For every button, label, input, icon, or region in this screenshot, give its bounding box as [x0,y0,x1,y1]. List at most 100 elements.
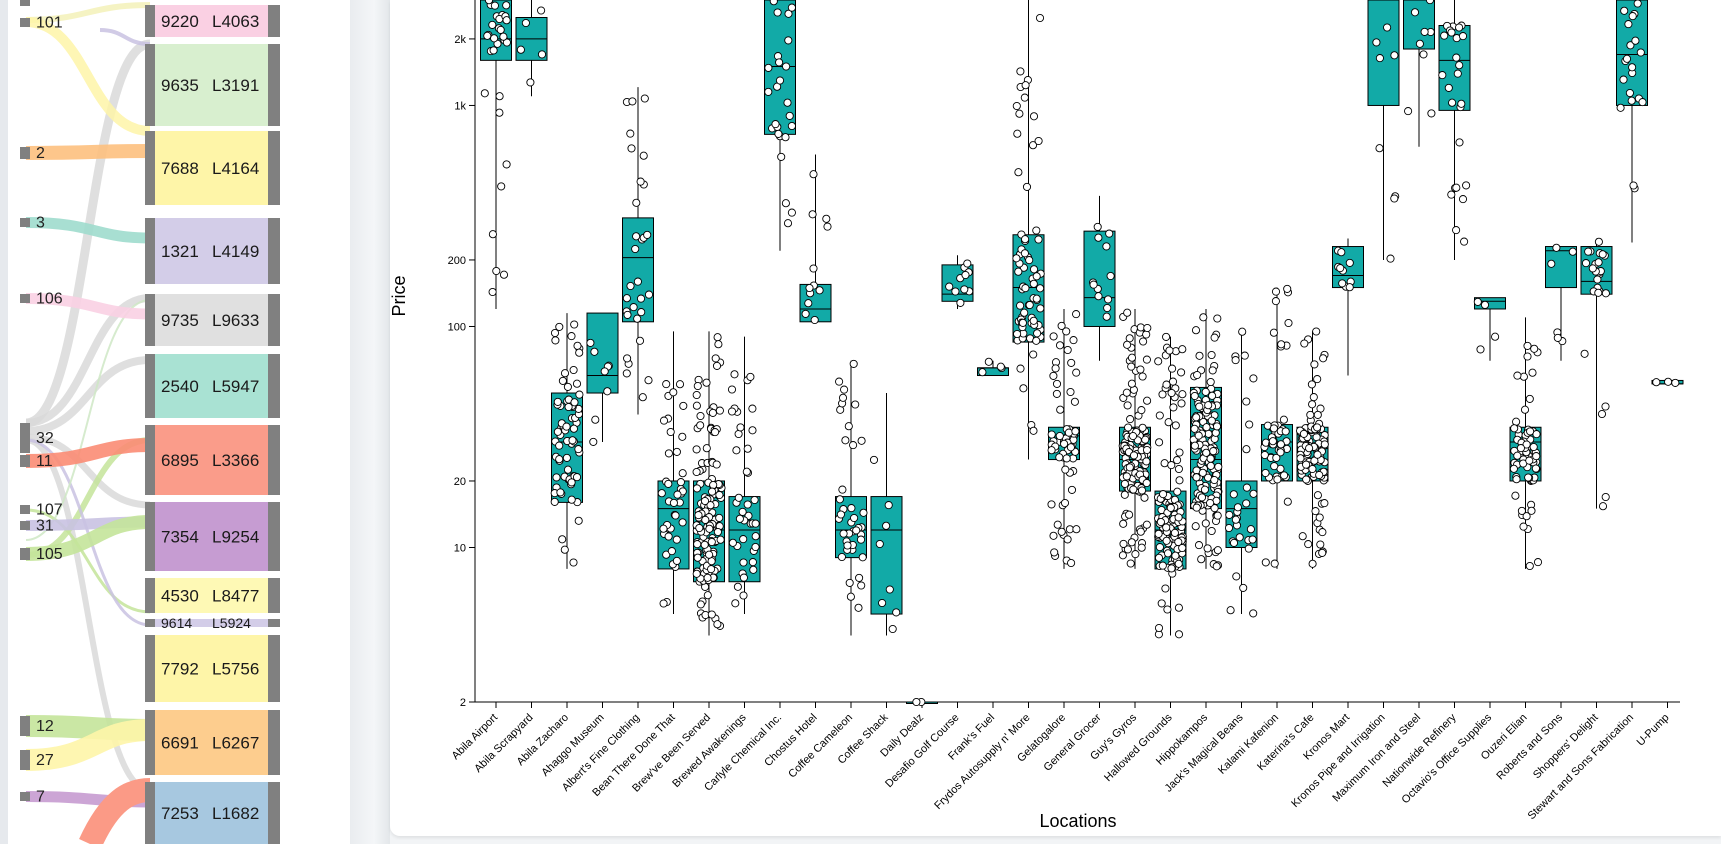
x-tick-label: Hallowed Grounds [1102,711,1175,784]
data-point [1547,259,1556,268]
data-point [1509,464,1518,473]
data-point [570,398,579,407]
sankey-target-value: 2540 [161,377,199,396]
data-point [978,368,987,377]
data-point [1533,558,1543,567]
data-point [562,422,571,431]
sankey-target-left-bar [145,578,155,613]
data-point [1168,364,1177,373]
data-point [664,479,673,488]
data-point [1298,532,1307,541]
data-point [1137,543,1146,552]
data-point [749,565,758,574]
data-point [849,441,858,450]
data-point [1167,461,1176,470]
data-point [1460,237,1469,246]
data-point [692,445,701,454]
data-point [1526,427,1535,436]
data-point [1455,138,1464,147]
data-point [1240,351,1249,360]
data-point [711,354,720,363]
data-point [1060,498,1070,508]
data-point [659,599,668,608]
data-point [1013,129,1022,138]
data-point [1122,472,1131,481]
data-point [1020,308,1029,317]
sankey-target-left-bar [145,131,155,205]
data-point [1140,493,1149,502]
data-point [1206,377,1215,387]
data-point [1105,229,1114,238]
data-point [1580,349,1589,358]
data-point [1127,379,1136,388]
data-point [869,455,879,464]
data-point [1142,330,1151,339]
data-point [1162,332,1171,341]
data-point [1522,440,1531,449]
data-point [787,208,796,217]
left-scrollbar[interactable] [0,0,8,844]
data-point [1052,389,1061,398]
data-point [643,230,652,239]
data-point [1270,559,1279,568]
data-point [553,397,562,406]
data-point [1120,490,1129,499]
data-point [521,18,530,28]
data-point [1375,54,1384,63]
data-point [711,428,720,437]
data-point [586,338,595,347]
data-point [751,532,760,541]
data-point [769,0,778,6]
data-point [961,270,970,280]
data-point [1175,448,1184,457]
data-point [1203,544,1212,553]
data-point [1427,109,1436,118]
sankey-target-right-bar [268,354,280,418]
data-point [1029,112,1039,121]
data-point [963,259,972,268]
data-point [1177,368,1186,377]
data-point [1104,295,1113,304]
data-point [1118,551,1127,560]
data-point [1306,410,1315,419]
data-point [1312,433,1321,442]
data-point [1315,470,1324,480]
data-point [1036,284,1045,293]
data-point [708,487,717,496]
sankey-link [25,356,151,435]
data-point [1195,402,1204,411]
data-point [558,535,567,544]
data-point [1021,235,1030,244]
data-point [603,387,612,396]
data-point [693,553,702,562]
panel-divider[interactable] [350,0,390,844]
sankey-link [25,438,151,627]
data-point [1452,226,1461,235]
data-point [835,495,844,504]
data-point [1014,267,1023,276]
sankey-link [25,293,151,320]
data-point [562,453,571,462]
data-point [1226,606,1235,615]
data-point [1283,497,1292,506]
data-point [705,550,714,559]
data-point [1062,327,1071,336]
data-point [715,406,724,415]
data-point [1390,194,1399,203]
sankey-target-code: L5756 [212,660,259,679]
data-point [633,277,642,286]
sankey-source-node [20,792,30,801]
data-point [1628,12,1637,21]
sankey-target-node [155,131,268,205]
data-point [777,152,786,161]
data-point [633,314,642,323]
data-point [1034,136,1043,146]
data-point [1163,549,1173,558]
data-point [696,411,705,421]
sankey-target-left-bar [145,218,155,284]
sankey-source-node [20,294,30,303]
data-point [1624,20,1633,29]
sankey-target-right-bar [268,5,280,37]
data-point [1313,375,1322,384]
data-point [1452,183,1461,192]
